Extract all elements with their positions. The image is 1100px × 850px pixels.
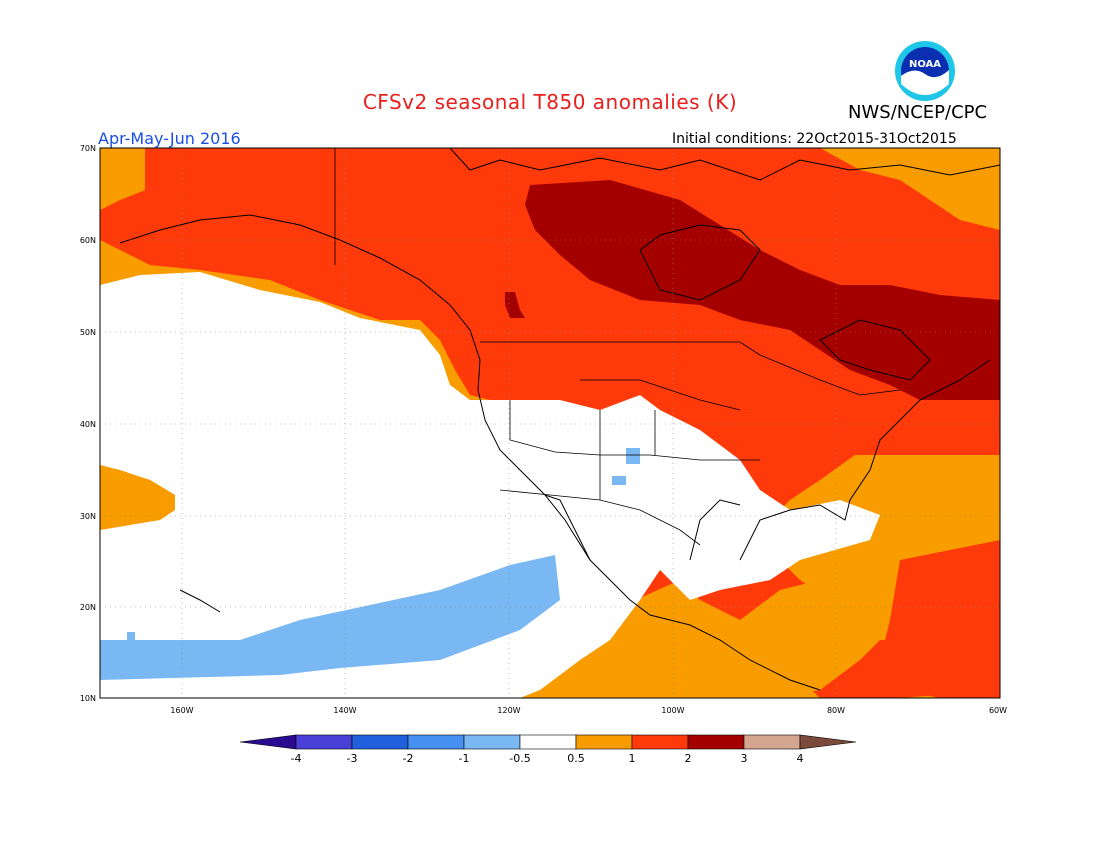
colorbar-label: 3 <box>741 752 748 765</box>
map-title: CFSv2 seasonal T850 anomalies (K) <box>362 90 738 114</box>
lat-label: 40N <box>80 420 96 429</box>
anomaly-field <box>100 148 1000 698</box>
agency-credit: NWS/NCEP/CPC <box>848 102 988 123</box>
colorbar-label: 1 <box>629 752 636 765</box>
lat-label: 50N <box>80 328 96 337</box>
lat-label: 70N <box>80 144 96 153</box>
initial-conditions: Initial conditions: 22Oct2015-31Oct2015 <box>672 131 957 147</box>
map-frame <box>99 147 1001 699</box>
lon-label: 100W <box>661 706 684 715</box>
colorbar-arrow-high <box>799 734 857 750</box>
colorbar: -4 -3 -2 -1 -0.5 0.5 1 2 3 4 <box>239 734 857 765</box>
colorbar-label: -1 <box>459 752 470 765</box>
colorbar-label: -2 <box>403 752 414 765</box>
colorbar-label: -4 <box>291 752 302 765</box>
colorbar-swatch <box>631 734 689 750</box>
lat-label: 30N <box>80 512 96 521</box>
colorbar-swatch <box>687 734 745 750</box>
colorbar-label: -3 <box>347 752 358 765</box>
latitude-labels: 70N 60N 50N 40N 30N 20N 10N <box>80 144 96 703</box>
lon-label: 80W <box>827 706 845 715</box>
colorbar-swatch <box>407 734 465 750</box>
colorbar-swatch <box>351 734 409 750</box>
longitude-labels: 160W 140W 120W 100W 80W 60W <box>170 706 1007 715</box>
political-borders <box>334 148 901 546</box>
colorbar-swatch <box>743 734 801 750</box>
colorbar-label: 4 <box>797 752 804 765</box>
colorbar-label: -0.5 <box>509 752 530 765</box>
colorbar-label: 0.5 <box>567 752 585 765</box>
lon-label: 120W <box>497 706 520 715</box>
colorbar-swatch <box>463 734 521 750</box>
colorbar-swatch <box>575 734 633 750</box>
lat-label: 10N <box>80 694 96 703</box>
colorbar-swatch <box>519 734 577 750</box>
colorbar-arrow-low <box>239 734 297 750</box>
noaa-logo-icon: NOAA <box>895 41 955 101</box>
lon-label: 60W <box>989 706 1007 715</box>
coastlines <box>119 148 1000 691</box>
graticule <box>100 148 1000 698</box>
lat-label: 60N <box>80 236 96 245</box>
lon-label: 160W <box>170 706 193 715</box>
logo-lettering: NOAA <box>909 59 941 70</box>
lon-label: 140W <box>333 706 356 715</box>
colorbar-swatch <box>295 734 353 750</box>
colorbar-label: 2 <box>685 752 692 765</box>
forecast-period: Apr-May-Jun 2016 <box>98 129 241 148</box>
lat-label: 20N <box>80 603 96 612</box>
